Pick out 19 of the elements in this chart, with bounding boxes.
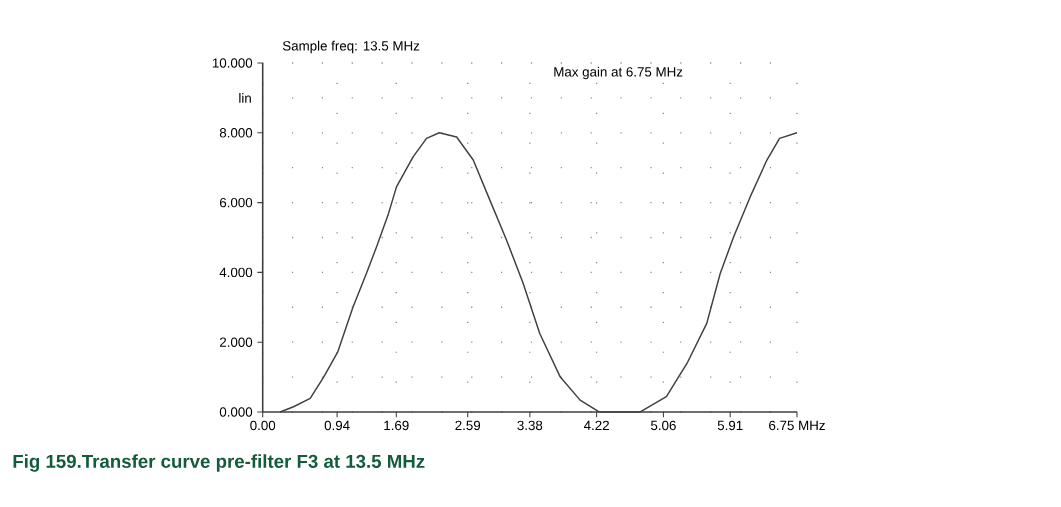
x-tick-label: 1.69 (384, 420, 409, 431)
x-tick-label: 6.75 MHz (769, 420, 825, 431)
x-tick-label: 2.59 (455, 420, 481, 431)
text: Sample freq: 13.5 MHz (282, 40, 420, 54)
y-tick-label: 10.000 (212, 58, 253, 68)
x-tick-label: 5.91 (717, 420, 743, 431)
annotation: Max gain at 6.75 MHz (554, 66, 683, 80)
y-tick-label: 8.000 (219, 128, 253, 138)
text: Fig 159.Transfer curve pre-filter F3 at 13.5 MHz (13, 454, 425, 472)
x-tick-label: 4.22 (583, 420, 609, 431)
x-tick-label: 5.06 (650, 420, 676, 431)
y-tick-label: 0.000 (219, 407, 253, 417)
x-tick-label: 0.94 (324, 420, 350, 431)
y-axis-title: lin (239, 93, 251, 103)
y-tick-label: 2.000 (219, 337, 253, 347)
x-tick-label: 3.38 (517, 420, 543, 431)
x-tick-label: 0.00 (250, 420, 276, 431)
y-tick-label: 4.000 (219, 267, 253, 278)
y-tick-label: 6.000 (219, 197, 253, 208)
